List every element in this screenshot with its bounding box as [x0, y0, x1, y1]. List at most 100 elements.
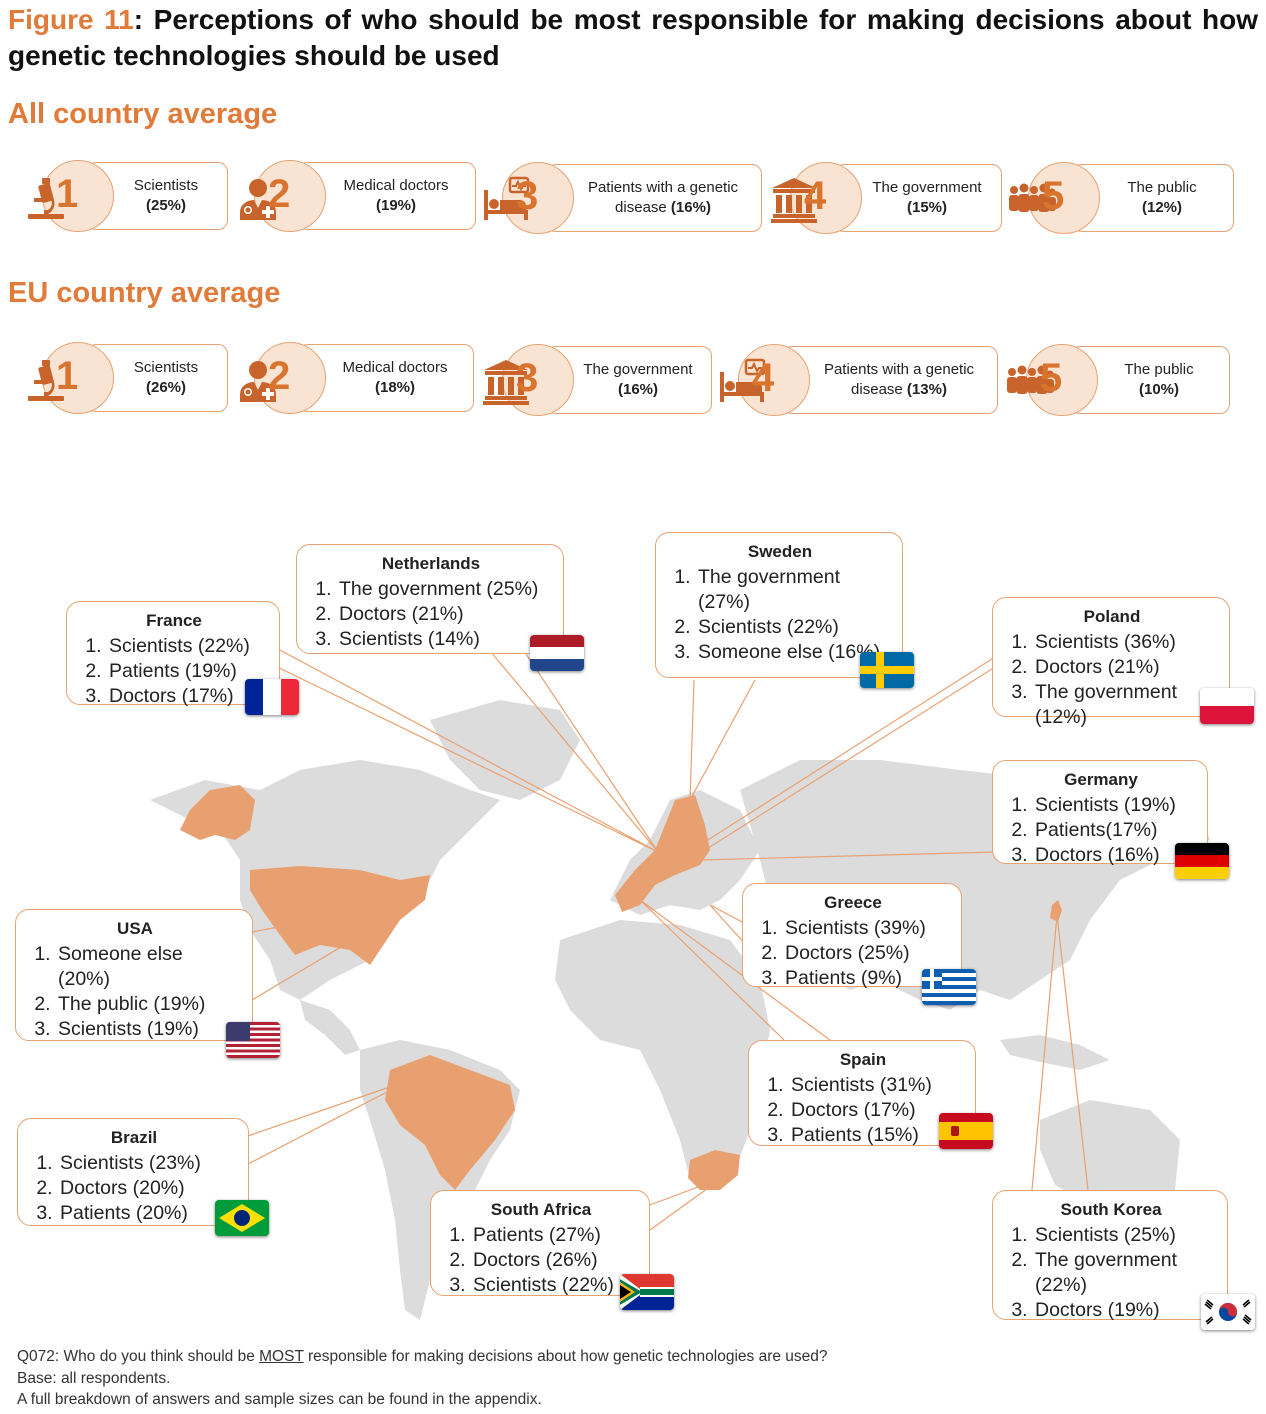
- rank-number: 2: [268, 354, 291, 398]
- netherlands-flag: [530, 635, 584, 671]
- rank-label: Scientists: [133, 177, 199, 194]
- country-rank-list: Scientists (25%) The government (22%) Do…: [1007, 1223, 1215, 1323]
- rank-number: 3: [516, 174, 539, 218]
- eu-rank-2: Medical doctors (18%) 2: [234, 342, 474, 416]
- list-item: Doctors (26%): [471, 1248, 637, 1273]
- rank-circle: [738, 344, 810, 416]
- figure-title-text: : Perceptions of who should be most resp…: [8, 4, 1258, 71]
- country-rank-list: Scientists (36%) Doctors (21%) The gover…: [1007, 630, 1217, 730]
- list-item: Scientists (22%): [471, 1273, 637, 1298]
- rank-circle: [502, 162, 574, 234]
- callout-germany: Germany Scientists (19%) Patients(17%) D…: [992, 760, 1208, 866]
- country-rank-list: Scientists (19%) Patients(17%) Doctors (…: [1007, 793, 1195, 868]
- list-item: Doctors (16%): [1033, 843, 1195, 868]
- question-prefix: Q072: Who do you think should be: [17, 1348, 260, 1365]
- usa-flag: [226, 1022, 280, 1058]
- eu-rank-1: Scientists (26%) 1: [22, 342, 228, 416]
- list-item: The government (25%): [337, 577, 551, 602]
- south-africa-flag-emblem: [620, 1274, 674, 1310]
- spain-flag: [939, 1113, 993, 1149]
- list-item: Someone else (16%): [696, 640, 890, 665]
- callout-france: France Scientists (22%) Patients (19%) D…: [66, 601, 280, 707]
- section-title-all: All country average: [8, 98, 278, 130]
- callout-poland: Poland Scientists (36%) Doctors (21%) Th…: [992, 597, 1230, 728]
- poland-flag: [1200, 688, 1254, 724]
- rank-pct: (13%): [906, 381, 947, 398]
- country-rank-list: Scientists (31%) Doctors (17%) Patients …: [763, 1073, 963, 1148]
- land-south-africa: [688, 1150, 740, 1190]
- list-item: Scientists (22%): [107, 634, 267, 659]
- rank-number: 1: [56, 172, 79, 216]
- list-item: Doctors (21%): [337, 602, 551, 627]
- list-item: Patients (9%): [783, 966, 949, 991]
- question-emphasis: MOST: [259, 1348, 304, 1365]
- rank-box: Medical doctors (19%): [298, 162, 476, 230]
- country-name: Greece: [824, 893, 882, 912]
- rank-pct: (16%): [670, 199, 711, 216]
- country-name: Sweden: [747, 542, 813, 561]
- country-rank-list: The government (25%) Doctors (21%) Scien…: [311, 577, 551, 652]
- rank-label: Scientists: [133, 359, 199, 376]
- land-brazil: [385, 1055, 515, 1190]
- south-africa-flag: [620, 1274, 674, 1310]
- land-australia: [1040, 1100, 1180, 1210]
- rank-number: 4: [752, 356, 775, 400]
- rank-label: Medical doctors: [343, 177, 449, 194]
- list-item: Someone else (20%): [56, 942, 240, 992]
- list-item: Scientists (39%): [783, 916, 949, 941]
- brazil-flag-emblem: [219, 1204, 265, 1232]
- country-name: France: [146, 611, 202, 630]
- list-item: Doctors (21%): [1033, 655, 1217, 680]
- rank-label: The public: [1124, 361, 1194, 378]
- rank-number: 3: [516, 356, 539, 400]
- callout-brazil: Brazil Scientists (23%) Doctors (20%) Pa…: [17, 1118, 249, 1226]
- land-central-america: [300, 1000, 360, 1055]
- country-rank-list: Scientists (23%) Doctors (20%) Patients …: [32, 1151, 236, 1226]
- rank-circle: [42, 160, 114, 232]
- rank-label: The government: [872, 179, 982, 196]
- country-name: Germany: [1064, 770, 1138, 789]
- list-item: Doctors (25%): [783, 941, 949, 966]
- rank-label: Patients with a genetic disease: [587, 179, 739, 216]
- sweden-flag: [860, 652, 914, 688]
- list-item: Patients(17%): [1033, 818, 1195, 843]
- section-title-eu: EU country average: [8, 277, 281, 309]
- rank-pct: (26%): [145, 379, 186, 396]
- country-rank-list: Scientists (22%) Patients (19%) Doctors …: [81, 634, 267, 709]
- callout-spain: Spain Scientists (31%) Doctors (17%) Pat…: [748, 1040, 976, 1146]
- france-flag: [245, 679, 299, 715]
- country-rank-list: Patients (27%) Doctors (26%) Scientists …: [445, 1223, 637, 1298]
- all-rank-3: Patients with a genetic disease (16%) 3: [482, 162, 762, 236]
- list-item: The government (27%): [696, 565, 890, 615]
- rank-pct: (10%): [1138, 381, 1179, 398]
- list-item: Doctors (19%): [1033, 1298, 1215, 1323]
- rank-label: The government: [583, 361, 693, 378]
- country-rank-list: Scientists (39%) Doctors (25%) Patients …: [757, 916, 949, 991]
- eu-rank-4: Patients with a genetic disease (13%) 4: [718, 344, 998, 418]
- list-item: Scientists (31%): [789, 1073, 963, 1098]
- south-korea-flag: [1201, 1294, 1255, 1330]
- country-name: Netherlands: [381, 554, 481, 573]
- figure-number: Figure 11: [8, 4, 134, 35]
- land-south-korea: [1050, 900, 1062, 922]
- rank-pct: (16%): [617, 381, 658, 398]
- rank-label: Medical doctors: [342, 359, 448, 376]
- country-name: USA: [117, 919, 153, 938]
- land-africa: [555, 920, 770, 1190]
- rank-pct: (19%): [375, 197, 416, 214]
- list-item: Scientists (23%): [58, 1151, 236, 1176]
- callout-usa: USA Someone else (20%) The public (19%) …: [15, 909, 253, 1041]
- list-item: The public (19%): [56, 992, 240, 1017]
- rank-box: Patients with a genetic disease (13%): [782, 346, 998, 414]
- callout-netherlands: Netherlands The government (25%) Doctors…: [296, 544, 564, 654]
- rank-number: 2: [268, 172, 291, 216]
- land-indonesia: [1000, 1035, 1110, 1070]
- rank-pct: (18%): [374, 379, 415, 396]
- all-rank-2: Medical doctors (19%) 2: [234, 160, 476, 234]
- question-suffix: responsible for making decisions about h…: [303, 1348, 828, 1365]
- rank-box: Medical doctors (18%): [298, 344, 474, 412]
- list-item: Patients (20%): [58, 1201, 236, 1226]
- list-item: Patients (15%): [789, 1123, 963, 1148]
- country-name: South Africa: [490, 1200, 592, 1219]
- list-item: Scientists (22%): [696, 615, 890, 640]
